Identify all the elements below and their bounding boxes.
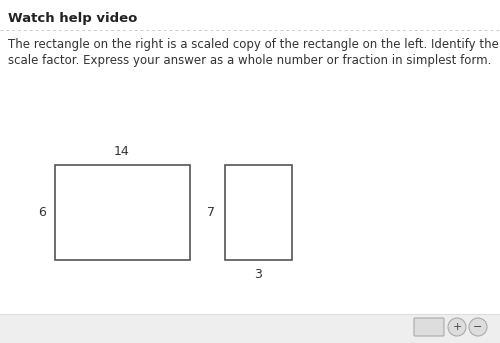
Text: The rectangle on the right is a scaled copy of the rectangle on the left. Identi: The rectangle on the right is a scaled c…: [8, 38, 499, 51]
Bar: [55, 165, 190, 260]
Text: 14: 14: [114, 145, 130, 158]
Text: Watch help video: Watch help video: [8, 12, 138, 25]
Text: −: −: [474, 322, 482, 332]
FancyBboxPatch shape: [414, 318, 444, 336]
Circle shape: [448, 318, 466, 336]
Circle shape: [469, 318, 487, 336]
Bar: [0, 314, 500, 343]
Text: 6: 6: [38, 206, 46, 220]
Bar: [225, 165, 292, 260]
Text: +: +: [452, 322, 462, 332]
Text: 7: 7: [207, 206, 215, 220]
Text: scale factor. Express your answer as a whole number or fraction in simplest form: scale factor. Express your answer as a w…: [8, 54, 492, 67]
Text: 3: 3: [254, 268, 262, 281]
